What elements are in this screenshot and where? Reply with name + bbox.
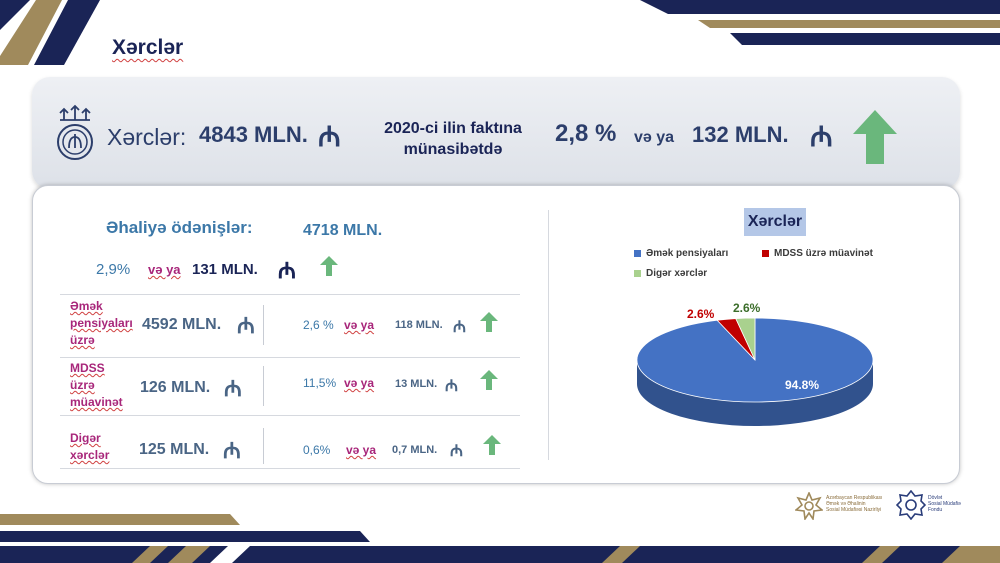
population-payments-label: Əhaliyə ödənişlər: [106,218,253,237]
row-or: və ya [344,376,375,390]
row-divider [60,468,520,469]
row-pct: 11,5% [303,376,337,390]
manat-icon: ₼ [237,313,255,338]
summary-abs: 132 MLN. [692,122,789,147]
logo-text-line: Fondu [928,507,943,513]
summary-pct: 2,8 % [555,120,617,147]
row-divider [60,294,520,295]
logo-text-line: Sosial Müdafiə [928,501,961,507]
summary-label: Xərclər: [107,124,187,150]
label-line: üzrə [70,333,95,347]
legend-item-pensions: Əmək pensiyaları [634,248,728,259]
population-pct: 2,9% [96,261,131,278]
compare-line-1: 2020-ci ilin faktına [384,120,522,137]
label-line: üzrə [70,378,95,392]
row-label-mdss: MDSS üzrə müavinət [70,360,123,411]
legend-label: Digər xərclər [646,268,708,279]
fund-logo [896,490,926,520]
expenses-icon [57,104,93,160]
row-divider [60,357,520,358]
manat-icon: ₼ [223,438,241,463]
top-right-decoration [640,0,1000,45]
legend-swatch [634,250,641,257]
row-divider [60,415,520,416]
row-vertical-divider [263,366,264,406]
pie-chart: 94.8% 2.6% 2.6% [636,301,874,426]
pie-side-wall [637,360,873,426]
vertical-divider [548,210,549,460]
pie-data-label: 2.6% [687,307,715,321]
row-pct: 2,6 % [303,318,334,332]
summary-panel [32,77,960,189]
arrow-up-icon [853,110,897,164]
logo-text-line: Azərbaycan Respublikası [826,495,883,501]
row-abs: 13 MLN. [395,378,438,390]
manat-icon: ₼ [278,258,296,283]
manat-icon: ₼ [810,121,833,152]
label-line: müavinət [70,395,123,409]
row-value: 4592 MLN. [142,316,222,333]
manat-icon: ₼ [453,319,466,336]
pie-data-label: 94.8% [785,378,819,392]
row-vertical-divider [263,305,264,345]
row-or: və ya [346,443,377,457]
pie-data-label: 2.6% [733,301,761,315]
row-pct: 0,6% [303,443,331,457]
page-title: Xərclər [112,36,184,59]
row-value: 125 MLN. [139,441,210,458]
row-label-other: Digər xərclər [70,430,109,464]
label-line: Digər [70,431,101,445]
population-payments-value: 4718 MLN. [303,222,383,239]
manat-icon: ₼ [450,443,463,460]
row-abs: 0,7 MLN. [392,444,438,456]
summary-or: və ya [634,129,675,146]
legend-label: Əmək pensiyaları [646,248,729,259]
label-line: xərclər [70,448,110,462]
label-line: MDSS [70,361,105,375]
population-or: və ya [148,262,181,277]
row-label-pensions: Əmək pensiyaları üzrə [70,298,133,349]
legend-item-other: Digər xərclər [634,268,707,279]
row-vertical-divider [263,428,264,464]
chart-title: Xərclər [744,208,806,236]
logo-text-line: Sosial Müdafiəsi Nazirliyi [826,507,882,513]
manat-icon: ₼ [318,121,341,152]
legend-label: MDSS üzrə müavinət [774,248,873,259]
logo-text-line: Əmək və Əhalinin [826,501,866,507]
legend-swatch [634,270,641,277]
arrow-up-icon [483,435,501,455]
arrow-up-icon [480,312,498,332]
row-or: və ya [344,318,375,332]
arrow-up-icon [320,256,338,276]
summary-value: 4843 MLN. [199,122,308,147]
population-abs: 131 MLN. [192,261,258,278]
logo-text-line: Dövlət [928,495,943,501]
manat-icon: ₼ [278,258,296,283]
pie-slice [735,317,756,361]
arrow-up-icon [480,370,498,390]
top-left-decoration [0,0,100,65]
ministry-name: Azərbaycan Respublikası Əmək və Əhalinin… [826,495,882,513]
label-line: Əmək [70,299,103,313]
ministry-logo [795,492,823,520]
bottom-decoration [0,514,1000,563]
row-value: 126 MLN. [140,379,211,396]
manat-icon: ₼ [224,376,242,401]
legend-swatch [762,250,769,257]
compare-line-2: münasibətdə [403,141,503,158]
manat-icon: ₼ [445,378,458,395]
legend-item-mdss: MDSS üzrə müavinət [762,248,873,259]
summary-compare-text: 2020-ci ilin faktına münasibətdə [372,118,534,160]
label-line: pensiyaları [70,316,133,330]
fund-name: Dövlət Sosial Müdafiə Fondu [928,495,961,513]
row-abs: 118 MLN. [395,319,443,331]
